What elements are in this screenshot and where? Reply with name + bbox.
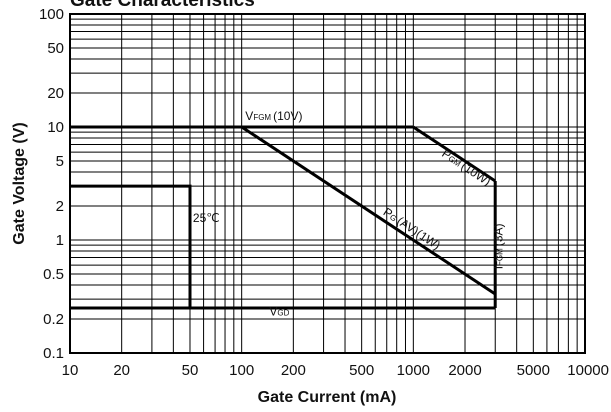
x-axis-title: Gate Current (mA) [258,389,397,406]
x-tick-label: 500 [349,362,374,379]
annotation-ifgm: IFGM(3A) [491,224,505,270]
series-lines [70,125,497,310]
annotation-vgd: VGD [269,304,289,318]
y-tick-label: 20 [47,85,64,102]
annotation-pgm: PGM(10W) [439,146,493,188]
x-tick-label: 20 [113,362,130,379]
y-tick-label: 0.5 [43,266,64,283]
annotation-vgd-text: VGD [269,304,289,318]
annotation-ifgm-text: IFGM(3A) [491,224,505,270]
grid-lines [70,14,585,353]
annotation-ifgm-sub: FGM [495,248,504,266]
series-line-t25 [70,184,192,308]
series-line-pgav [240,125,497,296]
x-tick-label: 2000 [448,362,481,379]
y-tick-label: 1 [56,232,64,249]
x-tick-label: 50 [182,362,199,379]
x-tick-label: 100 [229,362,254,379]
annotation-pgav-sub: G [388,213,398,224]
y-tick-label: 0.2 [43,311,64,328]
y-tick-label: 0.1 [43,345,64,362]
chart-title: Gate Characteristics [70,0,255,11]
annotation-t25-text: 25℃ [193,211,220,225]
y-tick-labels: 0.1 0.2 0.5 1 2 5 10 20 50 100 [39,6,64,362]
annotation-pgm-rest: (10W) [458,159,493,189]
x-tick-label: 1000 [397,362,430,379]
y-tick-label: 5 [56,153,64,170]
annotation-vfgm-text: VFGM (10V) [245,109,302,123]
annotation-t25: 25℃ [193,211,220,225]
x-tick-label: 10000 [567,362,609,379]
x-tick-label: 5000 [517,362,550,379]
annotation-pgm-text: PGM(10W) [439,146,493,188]
x-tick-label: 200 [281,362,306,379]
annotation-vfgm-main: V [245,109,253,123]
y-tick-label: 10 [47,119,64,136]
x-tick-label: 10 [62,362,79,379]
y-tick-label: 2 [56,198,64,215]
y-axis-title: Gate Voltage (V) [11,122,28,244]
y-tick-label: 50 [47,40,64,57]
annotation-t25-main: 25℃ [193,211,220,225]
annotation-vfgm-rest: (10V) [273,109,302,123]
annotation-ifgm-main: I [491,266,505,269]
series-line-pgm [412,125,497,183]
annotation-ifgm-rest: (3A) [491,224,505,247]
annotation-vgd-sub: GD [277,308,289,317]
y-tick-label: 100 [39,6,64,23]
annotation-vgd-main: V [269,304,277,318]
curve-annotations: VFGM (10V)PGM(10W)PG(AV)(1W)IFGM(3A)25℃VG… [193,109,505,318]
annotation-vfgm: VFGM (10V) [245,109,302,123]
x-tick-labels: 10 20 50 100 200 500 1000 2000 5000 10000 [62,362,609,379]
plot-frame [69,13,586,354]
annotation-vfgm-sub: FGM [253,113,271,122]
